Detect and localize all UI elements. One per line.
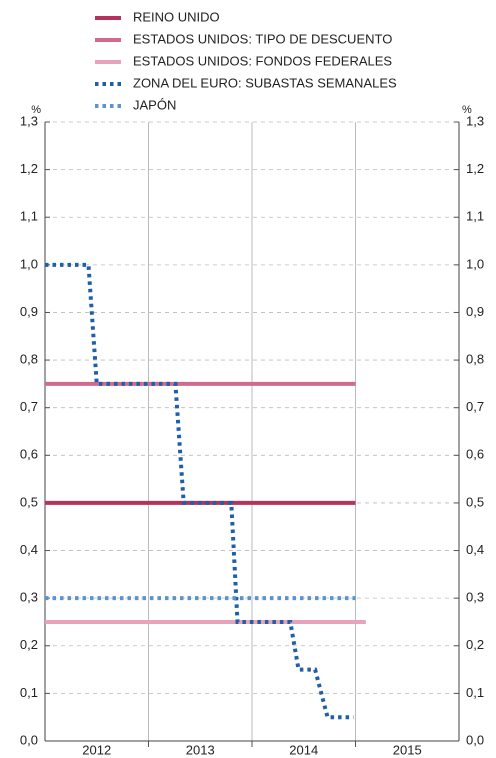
- legend-label: ESTADOS UNIDOS: TIPO DE DESCUENTO: [133, 31, 392, 46]
- y-tick-label: 1,2: [20, 161, 38, 176]
- y-tick-label-right: 1,1: [466, 209, 484, 224]
- y-unit-left: %: [31, 104, 41, 116]
- legend-label: JAPÓN: [133, 97, 176, 112]
- y-tick-label-right: 0,0: [466, 732, 484, 747]
- y-tick-label: 1,0: [20, 256, 38, 271]
- y-tick-label: 0,8: [20, 352, 38, 367]
- y-tick-label-right: 1,0: [466, 256, 484, 271]
- y-tick-label: 0,2: [20, 637, 38, 652]
- y-tick-label-right: 0,7: [466, 399, 484, 414]
- y-tick-label: 0,4: [20, 542, 38, 557]
- x-tick-label: 2015: [393, 742, 422, 757]
- y-tick-label: 0,1: [20, 685, 38, 700]
- y-tick-label-right: 0,8: [466, 352, 484, 367]
- legend-label: ESTADOS UNIDOS: FONDOS FEDERALES: [133, 53, 392, 68]
- legend-label: ZONA DEL EURO: SUBASTAS SEMANALES: [133, 75, 397, 90]
- series-line: [45, 262, 354, 720]
- y-tick-label-right: 0,5: [466, 494, 484, 509]
- y-tick-label-right: 0,4: [466, 542, 484, 557]
- y-unit-right: %: [462, 104, 472, 116]
- legend-label: REINO UNIDO: [133, 9, 220, 24]
- y-tick-label: 0,9: [20, 304, 38, 319]
- y-tick-label-right: 1,3: [466, 113, 484, 128]
- x-tick-label: 2013: [186, 742, 215, 757]
- y-tick-label: 0,6: [20, 447, 38, 462]
- y-tick-label: 0,5: [20, 494, 38, 509]
- y-tick-label: 1,1: [20, 209, 38, 224]
- x-tick-label: 2014: [289, 742, 318, 757]
- y-tick-label: 0,3: [20, 590, 38, 605]
- y-tick-label-right: 0,6: [466, 447, 484, 462]
- y-tick-label: 0,0: [20, 732, 38, 747]
- y-tick-label-right: 0,2: [466, 637, 484, 652]
- y-tick-label: 1,3: [20, 113, 38, 128]
- y-tick-label-right: 0,1: [466, 685, 484, 700]
- y-tick-label-right: 0,3: [466, 590, 484, 605]
- x-tick-label: 2012: [82, 742, 111, 757]
- y-tick-label: 0,7: [20, 399, 38, 414]
- y-tick-label-right: 0,9: [466, 304, 484, 319]
- y-tick-label-right: 1,2: [466, 161, 484, 176]
